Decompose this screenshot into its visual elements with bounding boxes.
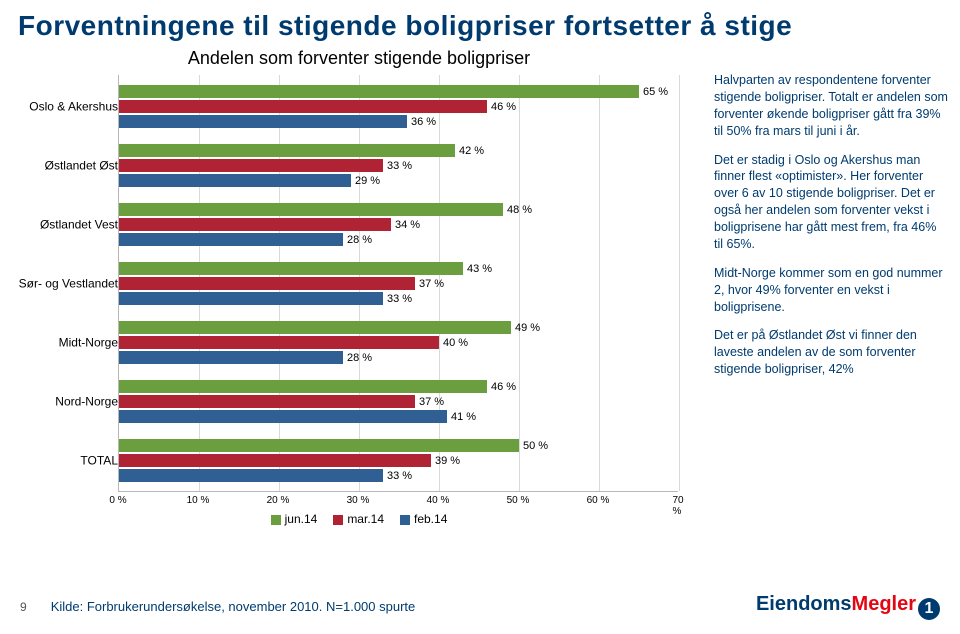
x-axis-ticks: 0 %10 %20 %30 %40 %50 %60 %70 % (118, 492, 678, 510)
bar-value-label: 48 % (503, 204, 532, 216)
legend-label: feb.14 (414, 512, 447, 526)
chart-legend: jun.14 mar.14 feb.14 (18, 512, 700, 526)
brand-logo: EiendomsMegler1 (756, 593, 940, 620)
bar: 46 % (119, 100, 487, 113)
bar: 28 % (119, 351, 343, 364)
footer: 9 Kilde: Forbrukerundersøkelse, november… (0, 593, 960, 620)
bar-value-label: 42 % (455, 145, 484, 157)
page-number: 9 (20, 600, 27, 614)
bar: 37 % (119, 395, 415, 408)
commentary-p2: Det er stadig i Oslo og Akershus man fin… (714, 152, 948, 253)
chart-title: Andelen som forventer stigende boligpris… (18, 48, 700, 69)
chart-column: Andelen som forventer stigende boligpris… (18, 48, 700, 526)
source-text: Kilde: Forbrukerundersøkelse, november 2… (51, 599, 416, 614)
logo-part1: Eiendoms (756, 593, 852, 615)
logo-part2: Megler (852, 593, 916, 615)
region-label: Midt-Norge (59, 336, 118, 349)
bar: 39 % (119, 454, 431, 467)
x-tick: 30 % (347, 495, 370, 506)
x-tick: 60 % (587, 495, 610, 506)
page-title: Forventningene til stigende boligpriser … (0, 0, 960, 48)
bar-value-label: 41 % (447, 411, 476, 423)
bar: 37 % (119, 277, 415, 290)
bar-value-label: 28 % (343, 352, 372, 364)
x-tick: 50 % (507, 495, 530, 506)
bar-value-label: 33 % (383, 160, 412, 172)
x-tick: 0 % (109, 495, 126, 506)
bar: 36 % (119, 115, 407, 128)
bar: 50 % (119, 439, 519, 452)
bar-value-label: 37 % (415, 278, 444, 290)
bar: 43 % (119, 262, 463, 275)
bar: 41 % (119, 410, 447, 423)
bar: 33 % (119, 292, 383, 305)
bar: 34 % (119, 218, 391, 231)
legend-item: feb.14 (400, 512, 447, 526)
bar-value-label: 49 % (511, 322, 540, 334)
bar-value-label: 43 % (463, 263, 492, 275)
region-label: Østlandet Øst (45, 159, 118, 172)
footer-left: 9 Kilde: Forbrukerundersøkelse, november… (20, 599, 415, 614)
commentary-p4: Det er på Østlandet Øst vi finner den la… (714, 327, 948, 378)
gridline (679, 75, 680, 491)
commentary-column: Halvparten av respondentene forventer st… (714, 48, 948, 526)
x-tick: 40 % (427, 495, 450, 506)
legend-item: mar.14 (333, 512, 384, 526)
region-label: Oslo & Akershus (29, 100, 118, 113)
chart-body: Oslo & Akershus Østlandet Øst Østlandet Ve… (18, 75, 700, 492)
legend-swatch-icon (271, 515, 281, 525)
bar-value-label: 29 % (351, 175, 380, 187)
region-label: TOTAL (80, 454, 118, 467)
bar-value-label: 46 % (487, 381, 516, 393)
legend-swatch-icon (333, 515, 343, 525)
region-label: Sør- og Vestlandet (19, 277, 118, 290)
region-labels-col: Oslo & Akershus Østlandet Øst Østlandet Ve… (18, 75, 118, 492)
bar-value-label: 65 % (639, 86, 668, 98)
bar-value-label: 33 % (383, 470, 412, 482)
bar-value-label: 40 % (439, 337, 468, 349)
x-tick: 20 % (267, 495, 290, 506)
legend-swatch-icon (400, 515, 410, 525)
bar: 29 % (119, 174, 351, 187)
region-label: Østlandet Vest (40, 218, 118, 231)
region-label: Nord-Norge (55, 395, 118, 408)
bar-value-label: 28 % (343, 234, 372, 246)
legend-label: mar.14 (347, 512, 384, 526)
bar: 42 % (119, 144, 455, 157)
bar: 46 % (119, 380, 487, 393)
bar: 65 % (119, 85, 639, 98)
bar-value-label: 39 % (431, 455, 460, 467)
bar-value-label: 33 % (383, 293, 412, 305)
bar: 33 % (119, 159, 383, 172)
commentary-p3: Midt-Norge kommer som en god nummer 2, h… (714, 265, 948, 316)
legend-item: jun.14 (271, 512, 318, 526)
bar-value-label: 36 % (407, 116, 436, 128)
bar: 48 % (119, 203, 503, 216)
bar: 28 % (119, 233, 343, 246)
bar: 49 % (119, 321, 511, 334)
bar-value-label: 50 % (519, 440, 548, 452)
gridline (519, 75, 520, 491)
content-row: Andelen som forventer stigende boligpris… (0, 48, 960, 526)
commentary-p1: Halvparten av respondentene forventer st… (714, 72, 948, 140)
bar-value-label: 46 % (487, 101, 516, 113)
logo-badge-icon: 1 (918, 598, 940, 620)
gridline (599, 75, 600, 491)
bar: 33 % (119, 469, 383, 482)
legend-label: jun.14 (285, 512, 318, 526)
plot-area: 65 %46 %36 %42 %33 %29 %48 %34 %28 %43 %… (118, 75, 678, 492)
x-tick: 10 % (187, 495, 210, 506)
bar-value-label: 34 % (391, 219, 420, 231)
x-tick: 70 % (672, 495, 683, 517)
bar: 40 % (119, 336, 439, 349)
bar-value-label: 37 % (415, 396, 444, 408)
